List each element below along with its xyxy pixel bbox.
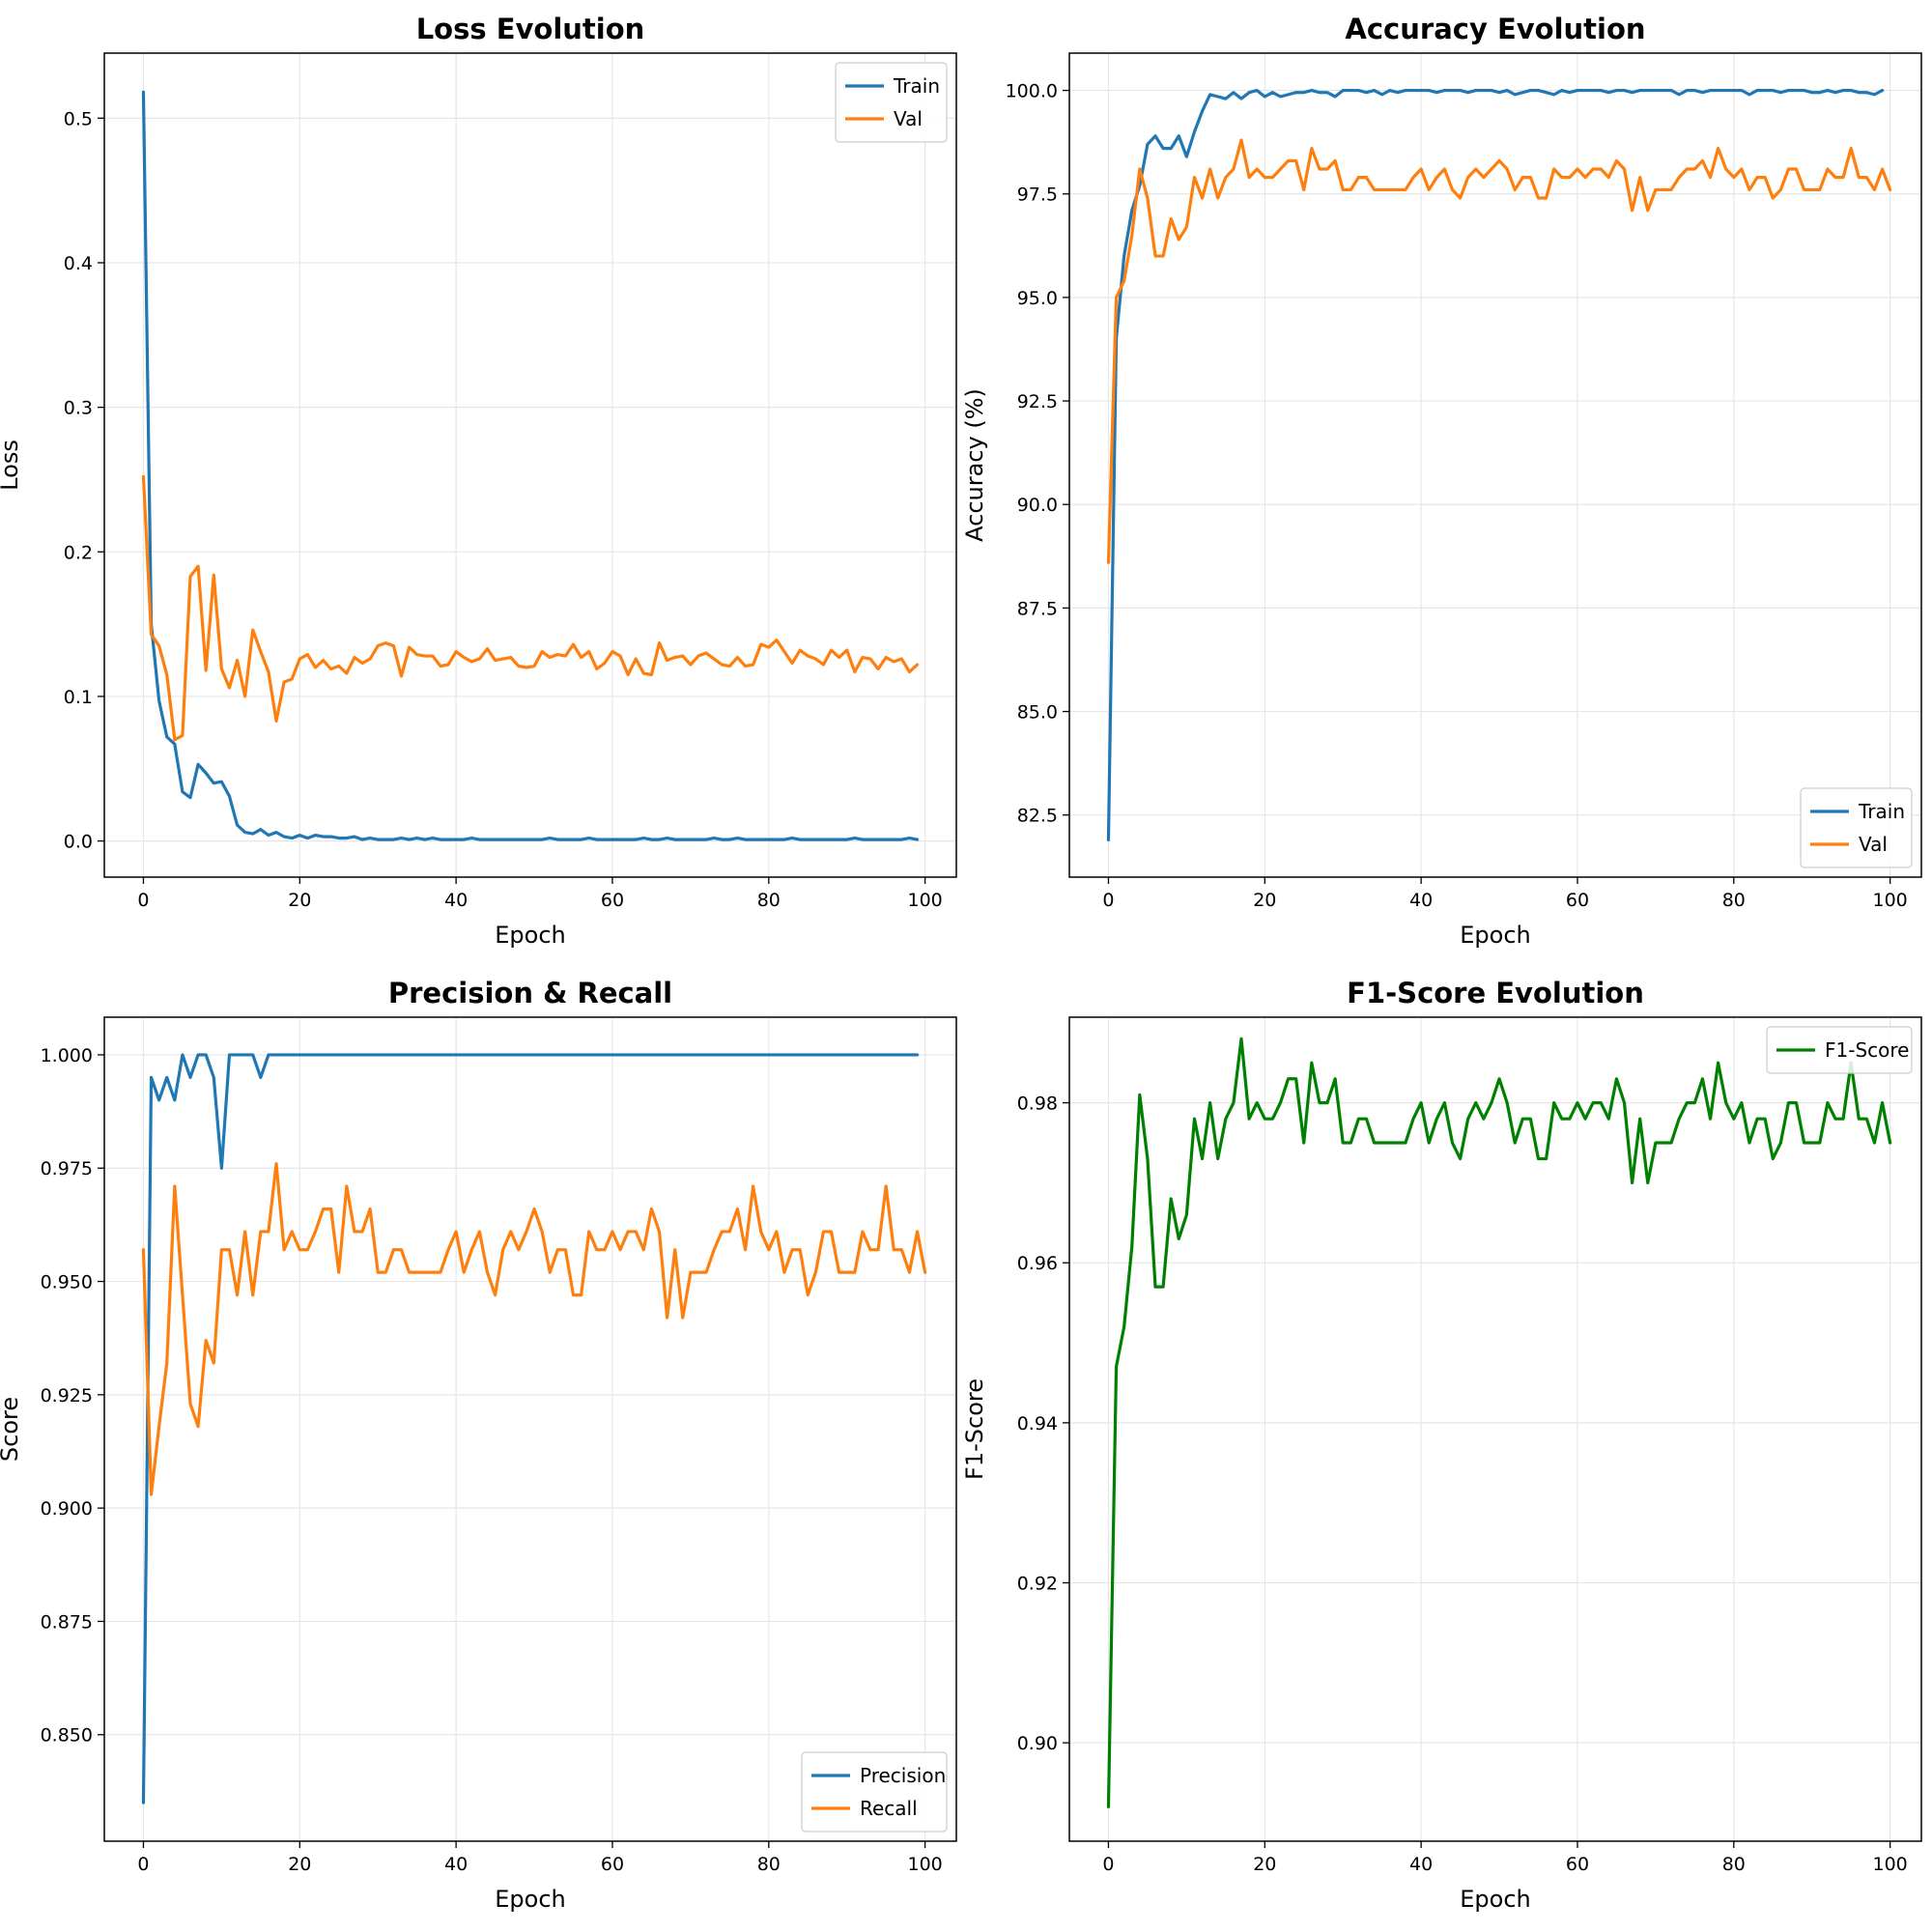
chart-title: Loss Evolution	[416, 13, 645, 45]
x-tick-label: 20	[1253, 890, 1276, 911]
y-tick-label: 0.98	[1017, 1094, 1058, 1115]
x-axis-label: Epoch	[495, 1886, 566, 1913]
y-tick-label: 87.5	[1017, 598, 1058, 619]
x-tick-label: 0	[1102, 1854, 1114, 1875]
plot-frame	[1068, 1016, 1922, 1842]
y-tick-label: 97.5	[1017, 185, 1058, 206]
chart-panel-2: 0 20 40 60 80 100 82.5 85.0 87.5 90.0 92.5 95.0 97.5…	[961, 13, 1922, 949]
legend: Train Val	[835, 62, 948, 143]
x-tick-label: 20	[1253, 1854, 1276, 1875]
y-tick-label: 1.000	[41, 1045, 93, 1066]
x-tick-label: 60	[601, 1854, 624, 1875]
y-tick-label: 0.850	[41, 1725, 93, 1747]
legend-box	[801, 1751, 948, 1833]
x-axis-label: Epoch	[495, 922, 566, 949]
y-tick-label: 0.2	[64, 542, 93, 563]
x-axis-label: Epoch	[1460, 922, 1531, 949]
y-tick-label: 0.3	[64, 398, 93, 419]
legend-box	[835, 62, 948, 143]
x-tick-label: 40	[444, 890, 468, 911]
x-tick-label: 0	[137, 890, 149, 911]
x-axis-label: Epoch	[1460, 1886, 1531, 1913]
plot-frame	[1068, 52, 1922, 878]
legend-label: Recall	[860, 1797, 918, 1820]
x-tick-label: 100	[908, 1854, 943, 1875]
legend-label: Val	[894, 107, 923, 130]
y-axis-label: Loss	[0, 440, 23, 491]
x-tick-label: 0	[1102, 890, 1114, 911]
series-line-precision	[141, 1053, 920, 1804]
plot-frame	[103, 1016, 957, 1842]
y-tick-label: 0.90	[1017, 1733, 1058, 1754]
legend: Train Val	[1800, 787, 1913, 868]
x-tick-label: 80	[1722, 1854, 1746, 1875]
y-tick-label: 0.0	[64, 832, 93, 853]
y-tick-label: 0.875	[41, 1611, 93, 1633]
chart-title: Accuracy Evolution	[1345, 13, 1645, 45]
legend-box	[1766, 1026, 1913, 1074]
legend: F1-Score	[1766, 1026, 1913, 1074]
chart-panel-4: 0 20 40 60 80 100 0.90 0.92 0.94 0.96 0.98 F1-Score…	[961, 977, 1922, 1913]
legend: Precision Recall	[801, 1751, 948, 1833]
y-tick-label: 100.0	[1006, 81, 1058, 102]
legend-box	[1800, 787, 1913, 868]
x-tick-label: 0	[137, 1854, 149, 1875]
x-tick-label: 100	[1873, 1854, 1908, 1875]
legend-label: Precision	[860, 1764, 946, 1787]
x-tick-label: 40	[1409, 890, 1433, 911]
chart-panel-1: 0 20 40 60 80 100 0.0 0.1 0.2 0.3 0.4 0.5 Loss Evolu…	[0, 13, 957, 949]
y-tick-label: 0.4	[64, 253, 93, 274]
x-tick-label: 60	[601, 890, 624, 911]
x-tick-label: 20	[288, 890, 311, 911]
y-tick-label: 0.5	[64, 108, 93, 129]
legend-label: Val	[1859, 833, 1888, 856]
y-tick-label: 0.94	[1017, 1413, 1058, 1435]
chart-title: Precision & Recall	[388, 977, 672, 1009]
y-axis-label: F1-Score	[961, 1378, 988, 1480]
y-axis-label: Accuracy (%)	[961, 388, 988, 542]
legend-label: Train	[1858, 800, 1905, 823]
y-tick-label: 0.975	[41, 1158, 93, 1179]
y-tick-label: 0.925	[41, 1385, 93, 1406]
x-tick-label: 20	[288, 1854, 311, 1875]
y-tick-label: 82.5	[1017, 806, 1058, 827]
y-tick-label: 0.92	[1017, 1574, 1058, 1595]
legend-label: F1-Score	[1825, 1038, 1909, 1062]
x-tick-label: 100	[1873, 890, 1908, 911]
x-tick-label: 80	[1722, 890, 1746, 911]
x-tick-label: 40	[444, 1854, 468, 1875]
x-tick-label: 60	[1566, 890, 1589, 911]
x-tick-label: 80	[757, 890, 781, 911]
y-tick-label: 92.5	[1017, 391, 1058, 412]
y-tick-label: 0.96	[1017, 1253, 1058, 1274]
x-tick-label: 80	[757, 1854, 781, 1875]
series-line-recall	[141, 1161, 927, 1496]
series-line-train	[1106, 88, 1885, 842]
chart-title: F1-Score Evolution	[1347, 977, 1644, 1009]
chart-panel-3: 0 20 40 60 80 100 0.850 0.875 0.900 0.925 0.950 0.9…	[0, 977, 957, 1913]
plot-frame	[103, 52, 957, 878]
y-tick-label: 95.0	[1017, 288, 1058, 309]
y-tick-label: 85.0	[1017, 702, 1058, 724]
x-tick-label: 40	[1409, 1854, 1433, 1875]
x-tick-label: 60	[1566, 1854, 1589, 1875]
y-tick-label: 0.1	[64, 687, 93, 708]
series-line-train	[141, 90, 920, 841]
y-tick-label: 0.950	[41, 1272, 93, 1293]
series-line-val	[1106, 138, 1892, 564]
series-line-val	[141, 474, 920, 742]
series-line-f1-score	[1106, 1037, 1892, 1808]
legend-label: Train	[893, 74, 940, 98]
y-axis-label: Score	[0, 1397, 23, 1462]
y-tick-label: 90.0	[1017, 495, 1058, 516]
x-tick-label: 100	[908, 890, 943, 911]
y-tick-label: 0.900	[41, 1498, 93, 1520]
